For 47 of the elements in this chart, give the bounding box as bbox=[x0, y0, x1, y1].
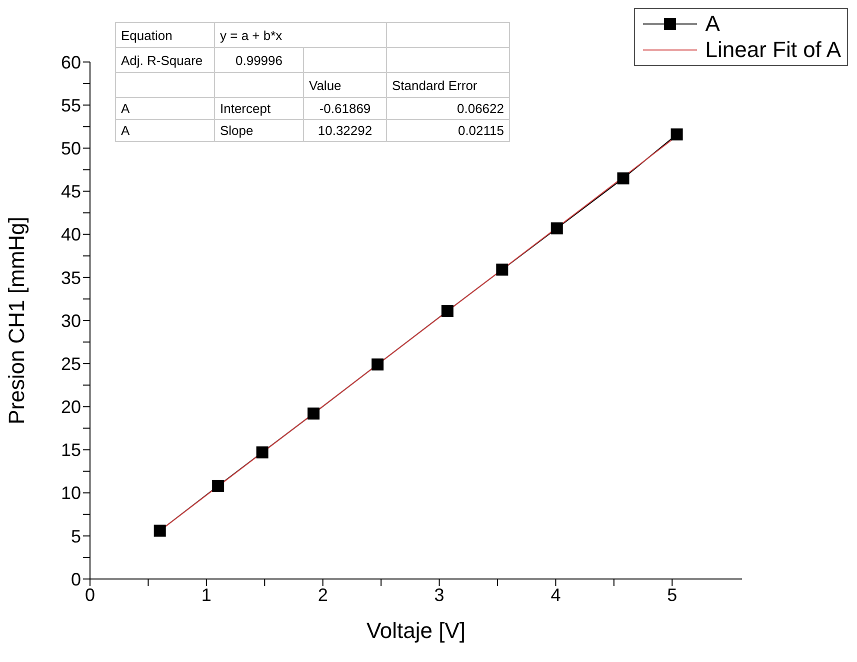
annotation: 0.02115 bbox=[386, 120, 510, 142]
point bbox=[308, 408, 320, 420]
y-axis-title: Presion CH1 [mmHg] bbox=[4, 216, 29, 424]
point bbox=[550, 222, 563, 234]
x-tick-label: 0 bbox=[84, 584, 96, 605]
legend-label: Linear Fit of A bbox=[705, 37, 841, 63]
x-tick-label: 4 bbox=[550, 584, 561, 605]
point bbox=[372, 358, 384, 370]
point bbox=[441, 305, 454, 318]
point bbox=[670, 128, 683, 140]
annotation: Value bbox=[304, 72, 386, 98]
legend-label: A bbox=[705, 11, 720, 37]
y-tick-label: 15 bbox=[60, 440, 81, 460]
x-tick-label: 3 bbox=[434, 584, 444, 605]
point bbox=[154, 524, 166, 537]
y-tick-label: 5 bbox=[70, 526, 81, 546]
y-tick-label: 40 bbox=[60, 224, 81, 245]
x-tick-label: 2 bbox=[318, 584, 328, 605]
x-tick-label: 1 bbox=[201, 584, 212, 605]
x-axis-title: Voltaje [V] bbox=[366, 618, 466, 643]
annotation: A bbox=[116, 120, 214, 142]
y-tick-label: 0 bbox=[70, 569, 81, 590]
point bbox=[256, 446, 268, 458]
point bbox=[617, 172, 630, 184]
y-tick-label: 20 bbox=[60, 397, 81, 418]
point bbox=[496, 264, 508, 276]
y-tick-label: 45 bbox=[60, 182, 81, 202]
annotation: Slope bbox=[214, 120, 304, 142]
y-tick-label: 10 bbox=[60, 483, 81, 504]
y-tick-label: 55 bbox=[60, 95, 81, 116]
annotation: -0.61869 bbox=[304, 98, 386, 120]
annotation: Intercept bbox=[214, 98, 304, 120]
y-tick-label: 60 bbox=[60, 52, 81, 72]
point bbox=[212, 480, 224, 492]
annotation: A bbox=[116, 98, 214, 120]
annotation: Standard Error bbox=[386, 72, 510, 98]
annotation: 0.06622 bbox=[386, 98, 510, 120]
annotation: 0.99996 bbox=[214, 48, 304, 72]
annotation: Adj. R-Square bbox=[116, 48, 214, 72]
text: Equation bbox=[121, 28, 172, 42]
y-tick-label: 25 bbox=[60, 354, 81, 374]
y-tick-label: 30 bbox=[60, 310, 81, 331]
y-tick-label: 50 bbox=[60, 138, 81, 159]
text: y = a + b*x bbox=[220, 28, 282, 42]
y-tick-label: 35 bbox=[60, 268, 81, 288]
x-tick-label: 5 bbox=[667, 584, 678, 605]
annotation: 10.32292 bbox=[304, 120, 386, 142]
